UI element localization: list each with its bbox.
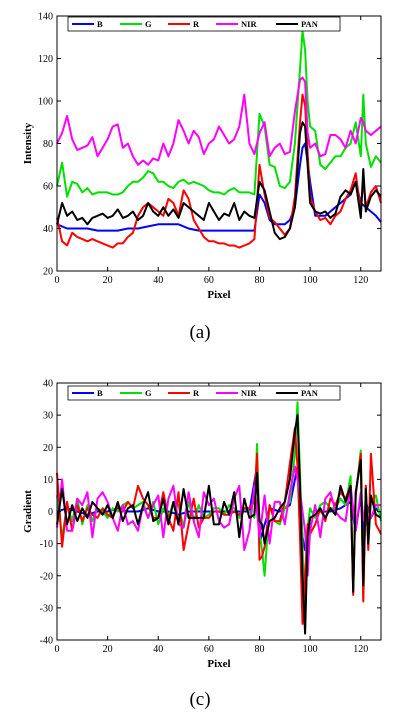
- x-tick-label: 40: [153, 644, 163, 655]
- legend: B G R NIR PAN: [67, 16, 341, 32]
- y-tick-label: -30: [40, 603, 53, 614]
- y-tick-label: 30: [43, 411, 53, 422]
- x-tick-label: 100: [303, 275, 318, 286]
- figure-caption: (a): [189, 322, 210, 343]
- x-tick-label: 120: [353, 644, 368, 655]
- x-tick-label: 20: [103, 275, 113, 286]
- series-line-nir: [56, 76, 382, 166]
- x-tick-label: 0: [55, 275, 60, 286]
- x-tick-label: 40: [153, 275, 163, 286]
- figure-caption: (c): [189, 689, 210, 710]
- x-tick-label: 120: [353, 275, 368, 286]
- x-tick-label: 80: [255, 275, 265, 286]
- series-line-g: [56, 401, 382, 629]
- y-tick-label: 60: [43, 182, 53, 193]
- y-axis-label: Intensity: [22, 122, 34, 164]
- y-tick-label: -20: [40, 571, 53, 582]
- legend-label-g: G: [145, 19, 152, 29]
- x-tick-label: 60: [204, 644, 214, 655]
- x-axis-label: Pixel: [207, 289, 230, 301]
- y-tick-label: 120: [38, 54, 53, 65]
- legend-label-g: G: [145, 388, 152, 398]
- x-axis-label: Pixel: [207, 658, 230, 670]
- legend-label-b: B: [97, 19, 103, 29]
- legend-label-r: R: [193, 19, 200, 29]
- y-tick-label: 20: [43, 267, 53, 278]
- x-tick-label: 60: [204, 275, 214, 286]
- y-tick-label: 40: [43, 379, 53, 390]
- legend: B G R NIR PAN: [67, 385, 341, 401]
- y-tick-label: 0: [48, 507, 53, 518]
- legend-label-nir: NIR: [241, 388, 257, 398]
- series-line-r: [56, 93, 382, 249]
- chart-1: 0 20 40 60 80 100 120 -40 -30 -20 -10 0 10 20 30 40 Pixe…: [22, 379, 382, 710]
- y-tick-label: 40: [43, 224, 53, 235]
- chart-0: 0 20 40 60 80 100 12020406080100120140PixelInt…: [22, 12, 382, 343]
- y-tick-label: 140: [38, 12, 53, 23]
- legend-label-nir: NIR: [241, 19, 257, 29]
- series-line-r: [56, 427, 382, 625]
- series-line-g: [56, 29, 382, 198]
- series-line-nir: [56, 465, 381, 577]
- legend-label-r: R: [193, 388, 200, 398]
- legend-label-pan: PAN: [301, 388, 319, 398]
- y-axis-label: Gradient: [22, 490, 34, 533]
- y-tick-label: -40: [40, 636, 53, 647]
- series-line-pan: [56, 414, 382, 635]
- y-tick-label: 80: [43, 139, 53, 150]
- legend-label-pan: PAN: [301, 19, 319, 29]
- legend-box: [67, 385, 341, 401]
- series-line-pan: [56, 121, 382, 241]
- y-tick-label: 100: [38, 97, 53, 108]
- x-tick-label: 80: [255, 644, 265, 655]
- legend-label-b: B: [97, 388, 103, 398]
- y-tick-label: 10: [43, 475, 53, 486]
- x-tick-label: 20: [103, 644, 113, 655]
- y-tick-label: -10: [40, 539, 53, 550]
- series-line-b: [56, 142, 382, 232]
- x-tick-label: 100: [303, 644, 318, 655]
- y-tick-label: 20: [43, 443, 53, 454]
- x-tick-label: 0: [55, 644, 60, 655]
- legend-box: [67, 16, 341, 32]
